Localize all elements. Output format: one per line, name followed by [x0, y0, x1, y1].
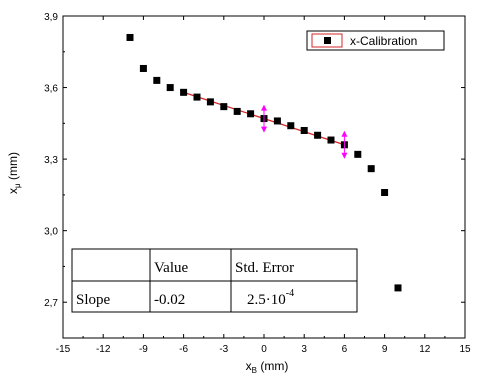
x-tick-label: 0 — [261, 344, 267, 355]
data-points — [126, 33, 402, 292]
x-tick-label: -12 — [96, 344, 111, 355]
x-tick-label: 12 — [419, 344, 431, 355]
data-point — [153, 76, 161, 84]
data-point — [381, 189, 389, 197]
x-tick-label: -3 — [219, 344, 228, 355]
y-tick-label: 3,6 — [44, 84, 58, 95]
data-point — [139, 64, 147, 72]
legend: x-Calibration — [306, 30, 445, 51]
y-tick-label: 3,3 — [44, 155, 58, 166]
data-point — [206, 98, 214, 106]
table-row-label: Slope — [76, 292, 111, 308]
data-point — [126, 33, 134, 41]
legend-label: x-Calibration — [350, 34, 417, 48]
x-tick-label: -9 — [139, 344, 148, 355]
data-point — [300, 126, 308, 134]
y-tick-labels: 2,7 3,0 3,3 3,6 3,9 — [44, 12, 58, 309]
axis-ticks — [62, 15, 466, 339]
data-point — [287, 122, 295, 130]
y-axis-title: xμ (mm) — [6, 152, 22, 194]
data-point — [193, 93, 201, 101]
x-tick-label: 15 — [459, 344, 471, 355]
data-point — [367, 165, 375, 173]
fit-range-marker — [261, 104, 267, 133]
data-point — [247, 110, 255, 118]
y-tick-label: 3,9 — [44, 12, 58, 23]
table-slope-error: 2.5·10-4 — [247, 288, 294, 308]
legend-swatch-border — [311, 33, 343, 48]
x-tick-label: 3 — [301, 344, 307, 355]
data-point — [220, 103, 228, 111]
y-tick-label: 3,0 — [44, 227, 58, 238]
legend-box — [306, 30, 445, 51]
data-point — [314, 131, 322, 139]
x-tick-label: -6 — [179, 344, 188, 355]
data-point — [166, 84, 174, 92]
fit-table: Value Std. Error Slope -0.02 2.5·10-4 — [71, 248, 358, 313]
table-header-error: Std. Error — [235, 260, 294, 276]
data-point — [273, 117, 281, 125]
fit-range-markers — [261, 104, 348, 159]
x-axis-title: xB (mm) — [246, 359, 289, 375]
data-point — [180, 88, 188, 96]
data-point — [327, 136, 335, 144]
data-point — [233, 107, 241, 115]
table-header-value: Value — [154, 260, 188, 276]
data-point — [354, 150, 362, 158]
x-tick-label: 9 — [382, 344, 388, 355]
y-tick-label: 2,7 — [44, 298, 58, 309]
x-tick-labels: -15 -12 -9 -6 -3 0 3 6 9 12 15 — [56, 344, 471, 355]
table-slope-value: -0.02 — [154, 292, 185, 308]
data-point — [394, 284, 402, 292]
legend-square-icon — [324, 37, 331, 44]
fit-range-marker — [341, 130, 348, 159]
x-tick-label: -15 — [56, 344, 71, 355]
x-tick-label: 6 — [342, 344, 348, 355]
